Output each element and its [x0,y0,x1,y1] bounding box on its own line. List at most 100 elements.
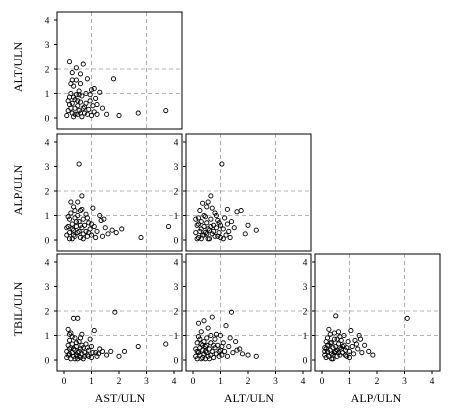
x-tick-label: 4 [430,377,435,387]
data-point [331,336,337,342]
data-point [84,352,90,358]
data-point [212,210,218,216]
y-tick-label: 4 [174,138,179,148]
panel-tbil-vs-alp: 0 1 2 3 4 0 1 2 3 4 [303,253,441,387]
data-point [69,77,75,83]
data-point [102,225,108,231]
data-point [94,353,100,359]
data-point [87,98,93,104]
data-point [71,346,77,352]
data-point [72,111,78,117]
data-point [69,226,75,232]
y-tick-label: 1 [45,90,50,100]
data-point [121,348,128,354]
data-point [65,98,71,104]
data-point [93,95,99,101]
panel-alt-vs-ast: 0 1 2 3 4 [45,11,183,130]
data-point [77,208,84,214]
data-point [109,227,115,233]
data-point [68,90,74,97]
data-point [228,309,235,315]
data-point [79,193,85,199]
data-point [72,208,78,214]
data-point [113,230,119,236]
data-point [75,350,81,356]
data-point [83,228,89,234]
y-tick-label: 2 [45,307,50,317]
y-tick-label: 1 [174,212,179,222]
data-point [202,343,208,350]
data-point [227,234,233,241]
x-tick-label: 3 [273,377,278,387]
data-point [86,347,92,353]
data-point [212,233,218,239]
data-point [68,105,74,111]
data-point [195,320,202,326]
data-point [208,332,214,339]
y-axis-label-tbil: TBIL/ULN [11,281,25,336]
data-point [101,216,107,222]
data-point [213,331,219,337]
data-point [216,348,222,354]
y-tick-label: 1 [303,332,308,342]
data-point [216,220,222,226]
data-point [84,76,90,82]
y-tick-label: 3 [303,283,308,293]
data-point [71,227,77,233]
data-point [224,206,230,212]
data-point [355,346,361,352]
data-point [217,234,224,241]
data-point [84,215,90,221]
data-point [77,71,84,77]
data-point [76,108,82,114]
y-tick-label: 0 [45,236,50,246]
data-point [227,335,233,341]
data-point [217,222,224,228]
data-point [84,111,90,117]
data-point [208,216,214,222]
data-point [208,340,214,346]
data-point [205,226,211,232]
data-point [239,351,246,357]
y-tick-label: 0 [174,236,179,246]
data-point [110,76,117,82]
data-point [198,219,204,225]
data-point [73,340,79,346]
data-point [202,348,208,354]
data-point [65,352,71,358]
panel-tbil-vs-alt: 0 1 2 3 4 0 1 2 3 4 [174,253,312,387]
data-points [64,59,169,120]
data-point [91,328,97,334]
data-point [335,329,342,335]
data-point [75,98,81,104]
x-tick-label: 0 [191,377,196,387]
data-point [205,353,211,359]
data-point [204,335,210,341]
panel-frame [185,133,312,252]
data-point [88,354,95,361]
data-point [195,234,202,241]
data-point [165,223,172,230]
data-point [340,343,346,350]
y-tick-label: 2 [45,187,50,197]
y-tick-label: 3 [45,163,50,173]
y-tick-label: 2 [303,307,308,317]
data-point [223,323,229,329]
data-point [233,339,239,345]
data-point [234,209,240,215]
data-point [80,236,86,242]
data-point [193,216,199,222]
data-point [216,353,222,359]
data-point [322,348,328,354]
data-point [88,221,95,227]
data-point [65,108,71,114]
x-axis-label-ast: AST/ULN [95,391,146,405]
data-point [135,110,141,116]
data-point [202,230,208,236]
data-point [75,230,81,236]
data-point [333,313,339,319]
data-point [215,233,221,239]
data-point [351,351,357,357]
data-point [346,354,353,361]
data-point [222,348,228,354]
